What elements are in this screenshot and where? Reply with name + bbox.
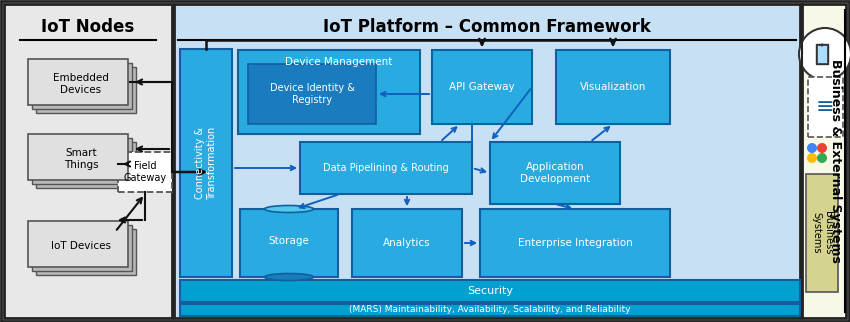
Bar — [118, 152, 172, 192]
Text: (MARS) Maintainability, Availability, Scalability, and Reliability: (MARS) Maintainability, Availability, Sc… — [349, 305, 631, 314]
Text: Connectivity &
Transformation: Connectivity & Transformation — [196, 126, 217, 200]
Bar — [174, 4, 800, 318]
Text: Security: Security — [467, 286, 513, 296]
Text: Embedded
Devices: Embedded Devices — [53, 73, 109, 95]
Bar — [432, 50, 532, 124]
Circle shape — [807, 153, 817, 163]
Bar — [490, 142, 620, 204]
Bar — [802, 4, 846, 318]
Bar — [300, 142, 472, 194]
Bar — [36, 67, 136, 113]
Circle shape — [820, 43, 824, 46]
Bar — [36, 229, 136, 275]
Bar — [480, 209, 670, 277]
Circle shape — [807, 143, 817, 153]
Bar — [180, 49, 232, 277]
Bar — [806, 174, 838, 292]
Text: Visualization: Visualization — [580, 82, 646, 92]
Text: Application
Development: Application Development — [520, 162, 590, 184]
Bar — [180, 280, 800, 302]
Text: IoT Platform – Common Framework: IoT Platform – Common Framework — [323, 18, 651, 36]
Bar — [28, 134, 128, 180]
Text: IoT Nodes: IoT Nodes — [42, 18, 134, 36]
Text: Device Identity &
Registry: Device Identity & Registry — [269, 83, 354, 105]
Text: API Gateway: API Gateway — [449, 82, 515, 92]
Circle shape — [799, 28, 850, 80]
Text: Device Management: Device Management — [285, 57, 393, 67]
Bar — [238, 50, 420, 134]
Circle shape — [817, 143, 827, 153]
Circle shape — [817, 153, 827, 163]
Text: Analytics: Analytics — [383, 238, 431, 248]
Text: Field
Gateway: Field Gateway — [123, 161, 167, 183]
Bar — [28, 59, 128, 105]
Bar — [32, 225, 132, 271]
Bar — [808, 77, 843, 137]
Ellipse shape — [264, 205, 314, 213]
Text: IoT Devices: IoT Devices — [51, 241, 111, 251]
Bar — [4, 4, 172, 318]
Bar — [180, 304, 800, 316]
Bar — [36, 142, 136, 188]
Bar — [32, 138, 132, 184]
Bar — [817, 45, 827, 63]
Text: Business & External Systems: Business & External Systems — [830, 59, 842, 263]
Bar — [556, 50, 670, 124]
Bar — [28, 221, 128, 267]
Text: Business
Systems: Business Systems — [811, 211, 833, 255]
Ellipse shape — [264, 273, 314, 280]
Text: Data Pipelining & Routing: Data Pipelining & Routing — [323, 163, 449, 173]
Text: Storage: Storage — [269, 236, 309, 246]
Bar — [352, 209, 462, 277]
Bar — [248, 64, 376, 124]
Text: Smart
Things: Smart Things — [64, 148, 99, 170]
Bar — [32, 63, 132, 109]
Bar — [816, 44, 828, 64]
Bar — [240, 209, 338, 277]
Text: Enterprise Integration: Enterprise Integration — [518, 238, 632, 248]
Text: ≡: ≡ — [816, 97, 835, 117]
